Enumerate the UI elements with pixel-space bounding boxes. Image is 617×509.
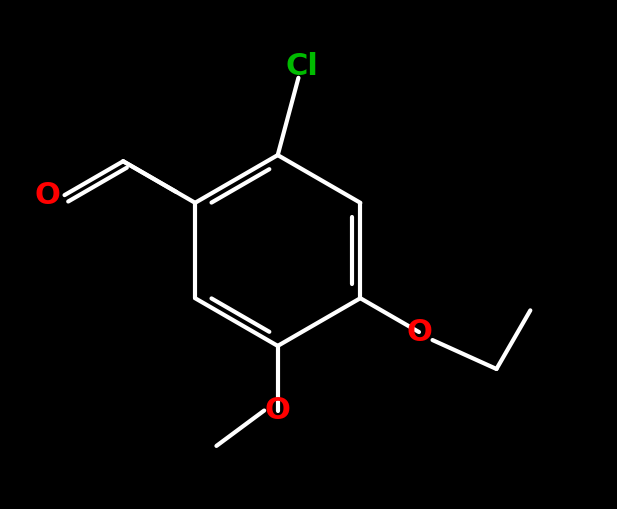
Text: O: O (35, 181, 60, 210)
Text: Cl: Cl (285, 52, 318, 81)
Text: O: O (265, 396, 291, 425)
Text: O: O (406, 318, 432, 347)
